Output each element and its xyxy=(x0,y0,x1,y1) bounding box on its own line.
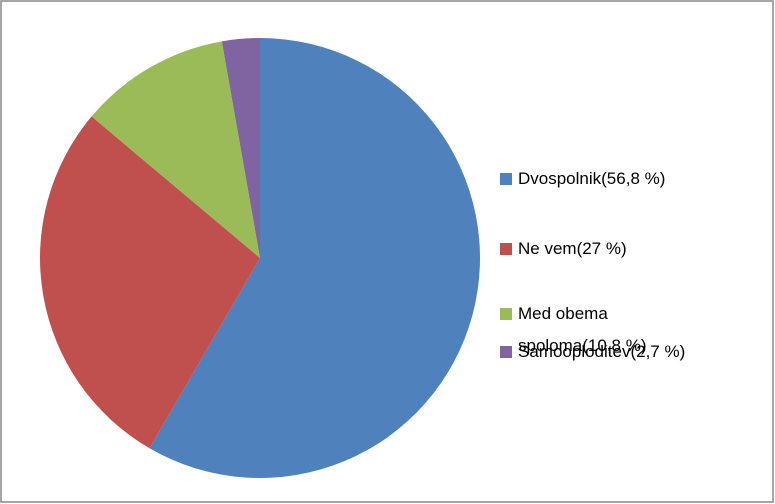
legend-swatch xyxy=(500,308,512,320)
legend-item: Med obema spoloma(10,8 %) xyxy=(500,298,715,362)
legend-swatch xyxy=(500,346,512,358)
legend-label: Samooploditev(2,7 %) xyxy=(518,342,686,361)
legend-item: Ne vem(27 %) xyxy=(500,233,715,265)
legend-item: Samooploditev(2,7 %) xyxy=(500,336,715,368)
pie-slice xyxy=(149,38,480,478)
pie-slice xyxy=(39,116,261,449)
legend-label: Dvospolnik(56,8 %) xyxy=(518,169,666,188)
pie-slice xyxy=(221,38,260,258)
legend-label: Med obema spoloma(10,8 %) xyxy=(518,304,647,355)
pie-slice xyxy=(91,41,260,258)
legend-swatch xyxy=(500,173,512,185)
legend-item: Dvospolnik(56,8 %) xyxy=(500,163,715,195)
legend-label: Ne vem(27 %) xyxy=(518,239,627,258)
legend-swatch xyxy=(500,243,512,255)
